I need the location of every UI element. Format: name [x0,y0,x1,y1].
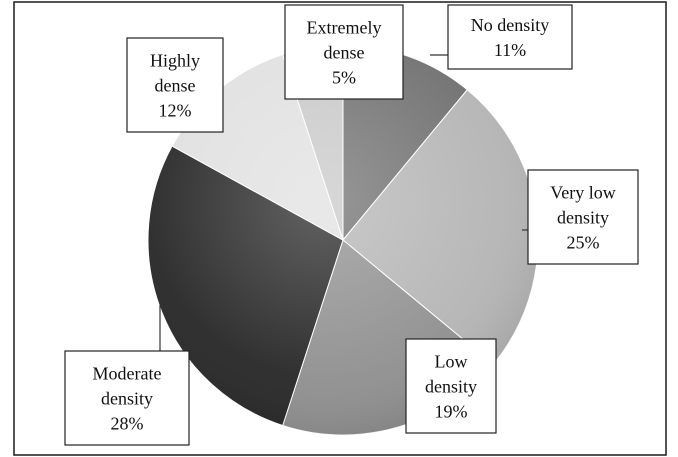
slice-label-3: Moderate density 28% [64,350,190,446]
slice-label-4: Highly dense 12% [126,37,224,133]
slice-label-text-1-0: Very low [550,183,616,203]
slice-label-text-1-1: density [557,208,609,228]
slice-label-box-0 [447,4,573,70]
slice-label-box-1 [527,169,639,265]
slice-label-text-1-2: 25% [567,233,600,253]
slice-label-text-3-1: density [101,389,153,409]
slice-label-box-4 [126,37,224,133]
slice-label-0: No density 11% [447,4,573,70]
slice-label-text-5-1: dense [324,43,365,63]
slice-label-text-2-1: density [425,377,477,397]
slice-label-5: Extremely dense 5% [284,4,404,100]
slice-label-box-2 [405,338,497,434]
slice-label-text-3-0: Moderate [93,364,162,384]
slice-label-text-5-2: 5% [332,68,356,88]
slice-label-text-0-1: 11% [494,40,526,60]
slice-label-text-5-0: Extremely [307,18,382,38]
slice-label-text-4-2: 12% [159,101,192,121]
data-labels: No density 11% Very low density 25% Low densit… [64,4,639,446]
slice-label-text-4-1: dense [155,76,196,96]
slice-label-2: Low density 19% [405,338,497,434]
leader-lines [159,54,528,351]
slice-label-box-3 [64,350,190,446]
slice-label-text-2-2: 19% [435,402,468,422]
slice-label-text-2-0: Low [435,352,468,372]
slice-label-1: Very low density 25% [527,169,639,265]
slice-label-text-0-0: No density [471,15,550,35]
slice-label-box-5 [284,4,404,100]
slice-label-text-4-0: Highly [150,51,200,71]
slice-label-text-3-2: 28% [111,414,144,434]
